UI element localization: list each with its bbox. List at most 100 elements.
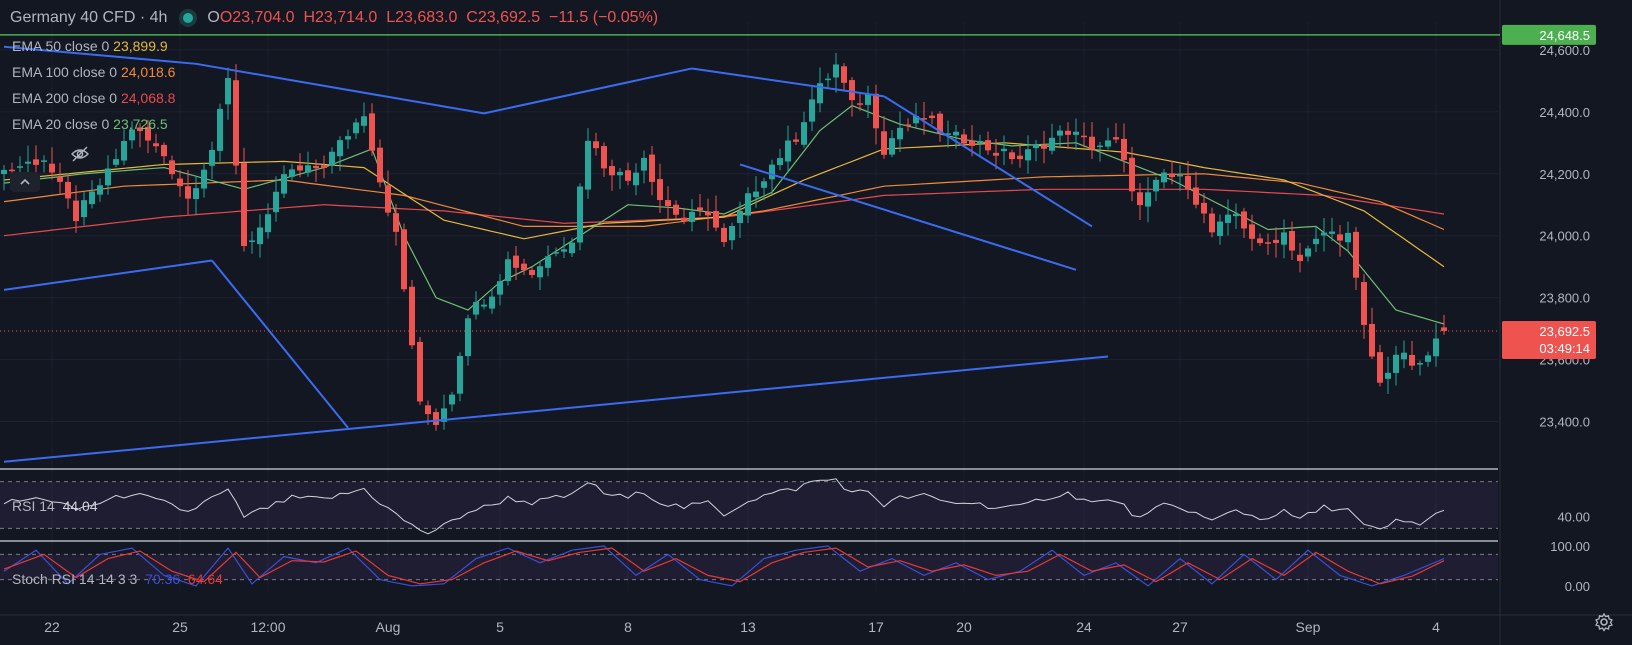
rsi-label: RSI 14 [12,498,55,514]
candle-body [1201,202,1207,214]
candle-body [465,318,471,357]
legend-ema-0[interactable]: EMA 50 close 0 23,899.9 [12,38,168,54]
time-axis-tick: 17 [868,619,884,635]
candle-body [1217,221,1223,236]
candle [1105,127,1111,150]
candle [65,173,71,209]
candle-body [673,204,679,215]
candle [1265,233,1271,255]
candle [1337,224,1343,257]
candle [1,165,7,191]
candle-body [1057,130,1063,136]
candle [793,132,799,145]
legend-label: EMA 50 close 0 [12,38,114,54]
candle-body [321,165,327,168]
candle-body [1121,138,1127,160]
candle-body [961,134,967,144]
candle-body [1369,323,1375,357]
candle [521,258,527,276]
candle-body [681,217,687,221]
candle [161,142,167,165]
candle [1433,323,1439,367]
candle [489,288,495,314]
candle-body [481,304,487,307]
gear-icon[interactable] [1594,612,1614,637]
candle-body [1113,137,1119,140]
candle [985,131,991,155]
pattern-trendline [739,163,1077,271]
candle [321,155,327,179]
time-axis-tick: Aug [376,619,401,635]
candle [729,222,735,250]
candle [593,132,599,156]
collapse-legend-chevron-up-icon[interactable] [10,172,40,192]
bar-countdown-text: 03:49:14 [1539,341,1590,356]
legend-ema-1[interactable]: EMA 100 close 0 24,018.6 [12,64,175,80]
stoch-d-value: 64.64 [187,571,223,587]
candle-body [561,249,567,252]
rsi-legend: RSI 14 44.04 [12,498,98,514]
candle-body [545,256,551,268]
chart-header: Germany 40 CFD · 4h OO23,704.0 H23,714.0 … [10,9,658,27]
candle-body [353,122,359,134]
candle [1177,165,1183,192]
candle [713,195,719,232]
candle-body [1161,172,1167,183]
candle [1073,118,1079,151]
candle [81,191,87,226]
candle-body [1025,149,1031,161]
candle [1305,245,1311,262]
candle [49,147,55,180]
candle-body [265,214,271,233]
candle [697,194,703,217]
candle-body [793,139,799,142]
stoch-axis-bottom: 0.00 [1565,579,1590,594]
time-axis-tick: 22 [44,619,60,635]
legend-ema-2[interactable]: EMA 200 close 0 24,068.8 [12,90,175,106]
candle-body [1073,131,1079,135]
candle [313,159,319,182]
stoch-k-value: 70.36 [145,571,181,587]
candle-body [1105,140,1111,147]
candle [1033,140,1039,162]
candle [473,291,479,320]
candle-body [817,83,823,104]
candle [1425,351,1431,367]
candle-body [1153,179,1159,192]
candle-body [81,200,87,218]
candle [833,53,839,93]
candle [777,148,783,171]
stoch-d-line [3,547,1445,585]
candle-body [833,64,839,78]
time-axis-tick: 12:00 [250,619,285,635]
candle-body [225,78,231,105]
candle-body [945,133,951,135]
candle-body [1193,187,1199,205]
candle [297,153,303,178]
candle-body [993,152,999,156]
legend-ema-3[interactable]: EMA 20 close 0 23,726.5 [12,116,168,132]
candle-body [801,122,807,145]
candle-body [1097,145,1103,148]
candle-body [729,226,735,241]
candle [721,223,727,247]
candle [601,142,607,178]
eye-off-icon[interactable] [70,146,90,165]
candle-body [641,157,647,171]
candle [889,130,895,158]
candle-body [665,200,671,206]
time-axis-tick: Sep [1296,619,1321,635]
candle [465,314,471,366]
candle-body [281,174,287,194]
candle-body [1377,352,1383,383]
candle [337,136,343,171]
candle-body [921,118,927,120]
candle [945,120,951,148]
candle [849,77,855,117]
candle [377,139,383,188]
symbol-title[interactable]: Germany 40 CFD · 4h [10,9,168,26]
candle [401,223,407,292]
candle [113,148,119,168]
candle-body [289,169,295,177]
